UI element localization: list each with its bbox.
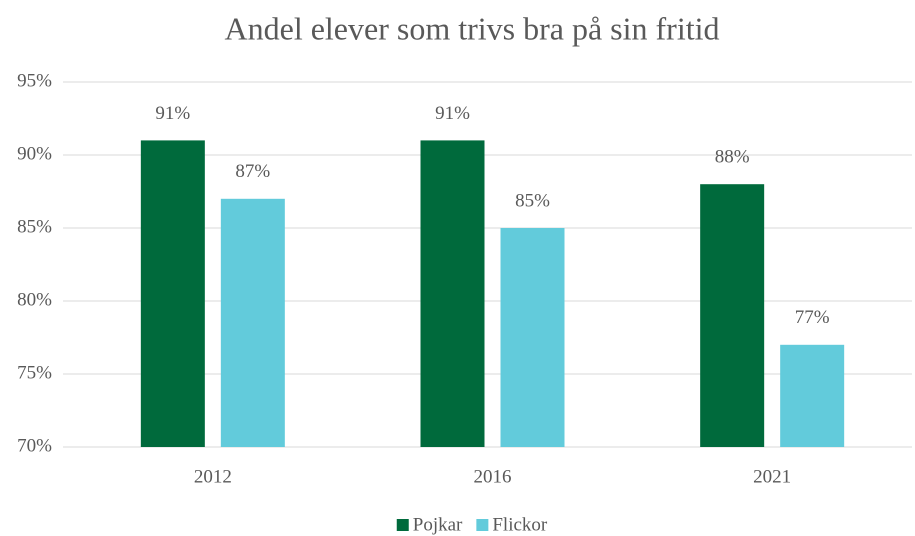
data-label: 91% <box>435 103 470 124</box>
data-label: 85% <box>515 190 550 211</box>
x-tick-label: 2016 <box>474 466 512 487</box>
data-label: 77% <box>795 307 830 328</box>
legend-swatch <box>396 519 409 531</box>
legend-label: Pojkar <box>413 514 463 535</box>
bar <box>420 140 485 447</box>
bar <box>780 344 845 447</box>
x-tick-label: 2021 <box>753 466 791 487</box>
data-label: 87% <box>235 161 270 182</box>
x-tick-label: 2012 <box>194 466 232 487</box>
y-tick-label: 70% <box>17 435 52 456</box>
y-tick-label: 80% <box>17 289 52 310</box>
y-tick-label: 90% <box>17 143 52 164</box>
legend-swatch <box>476 519 489 531</box>
data-label: 88% <box>715 147 750 168</box>
y-tick-label: 95% <box>17 70 52 91</box>
data-label: 91% <box>155 103 190 124</box>
bar <box>700 184 765 447</box>
y-tick-label: 75% <box>17 362 52 383</box>
bar <box>220 198 285 447</box>
chart-title: Andel elever som trivs bra på sin fritid <box>225 10 720 46</box>
bar <box>500 228 565 447</box>
legend-label: Flickor <box>492 514 548 535</box>
y-tick-label: 85% <box>17 216 52 237</box>
bar <box>140 140 205 447</box>
